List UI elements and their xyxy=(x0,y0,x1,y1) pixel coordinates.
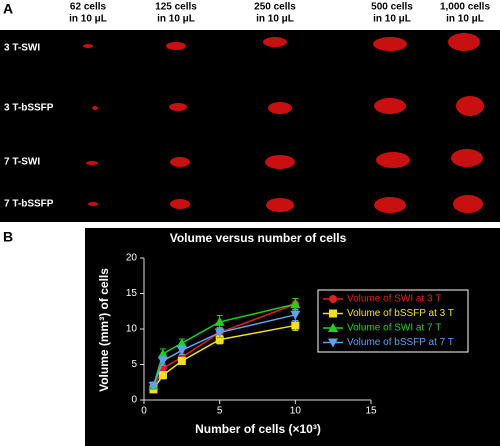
blob xyxy=(83,44,93,48)
blob xyxy=(265,155,295,169)
blob xyxy=(448,33,480,51)
legend-label: Volume of bSSFP at 7 T xyxy=(347,337,454,348)
x-tick-label: 10 xyxy=(290,406,302,417)
marker xyxy=(214,316,225,326)
x-axis-label: Number of cells (×10³) xyxy=(195,422,321,436)
x-tick-label: 0 xyxy=(141,406,147,417)
x-tick-label: 5 xyxy=(217,406,223,417)
blob xyxy=(374,197,406,213)
row-label: 7 T-bSSFP xyxy=(4,199,54,210)
panel-label: A xyxy=(3,1,13,17)
marker xyxy=(328,323,338,332)
chart-title: Volume versus number of cells xyxy=(170,231,347,245)
column-header: 125 cells xyxy=(155,2,197,13)
blob xyxy=(456,96,484,116)
marker xyxy=(329,309,337,318)
blob xyxy=(170,199,190,209)
column-header: 500 cells xyxy=(371,2,413,13)
blob xyxy=(453,195,483,213)
marker xyxy=(177,356,186,365)
marker xyxy=(176,346,187,356)
marker xyxy=(328,338,338,348)
y-tick-label: 20 xyxy=(126,253,138,264)
panel-label: B xyxy=(3,229,13,245)
blob xyxy=(268,102,292,114)
blob xyxy=(88,202,98,206)
blobs xyxy=(83,33,484,213)
marker xyxy=(158,371,167,380)
marker xyxy=(214,328,225,338)
marker xyxy=(329,295,337,303)
y-tick-label: 10 xyxy=(126,324,138,335)
column-header: 1,000 cells xyxy=(440,2,490,13)
marker xyxy=(157,356,168,366)
x-tick-label: 15 xyxy=(365,406,377,417)
blob xyxy=(169,103,187,111)
legend-label: Volume of SWI at 7 T xyxy=(347,323,441,334)
blob xyxy=(376,152,410,168)
legend-label: Volume of SWI at 3 T xyxy=(347,294,441,305)
column-header: 250 cells xyxy=(254,2,296,13)
blob xyxy=(92,106,98,110)
y-tick-label: 15 xyxy=(126,288,138,299)
column-header: in 10 μL xyxy=(373,14,411,25)
panel-a-image xyxy=(0,30,500,222)
blob xyxy=(263,37,287,47)
column-header: 62 cells xyxy=(70,2,107,13)
y-tick-label: 0 xyxy=(131,395,137,406)
blob xyxy=(451,149,483,167)
marker xyxy=(290,299,301,309)
row-label: 3 T-SWI xyxy=(4,43,40,54)
blob xyxy=(166,42,186,50)
column-header: in 10 μL xyxy=(69,14,107,25)
legend-label: Volume of bSSFP at 3 T xyxy=(347,308,454,319)
y-tick-label: 5 xyxy=(131,359,137,370)
column-header: in 10 μL xyxy=(256,14,294,25)
marker xyxy=(176,338,187,348)
row-label: 7 T-SWI xyxy=(4,157,40,168)
blob xyxy=(374,98,406,114)
legend-box xyxy=(317,289,469,353)
blob xyxy=(266,198,294,212)
blob xyxy=(373,37,407,51)
column-header: in 10 μL xyxy=(446,14,484,25)
marker xyxy=(291,321,300,330)
blob xyxy=(170,157,190,167)
row-label: 3 T-bSSFP xyxy=(4,103,54,114)
y-axis-label: Volume (mm³) of cells xyxy=(97,268,111,392)
marker xyxy=(148,381,159,391)
marker xyxy=(290,310,301,320)
column-header: in 10 μL xyxy=(157,14,195,25)
marker xyxy=(157,348,168,358)
blob xyxy=(86,161,98,165)
marker xyxy=(215,335,224,344)
